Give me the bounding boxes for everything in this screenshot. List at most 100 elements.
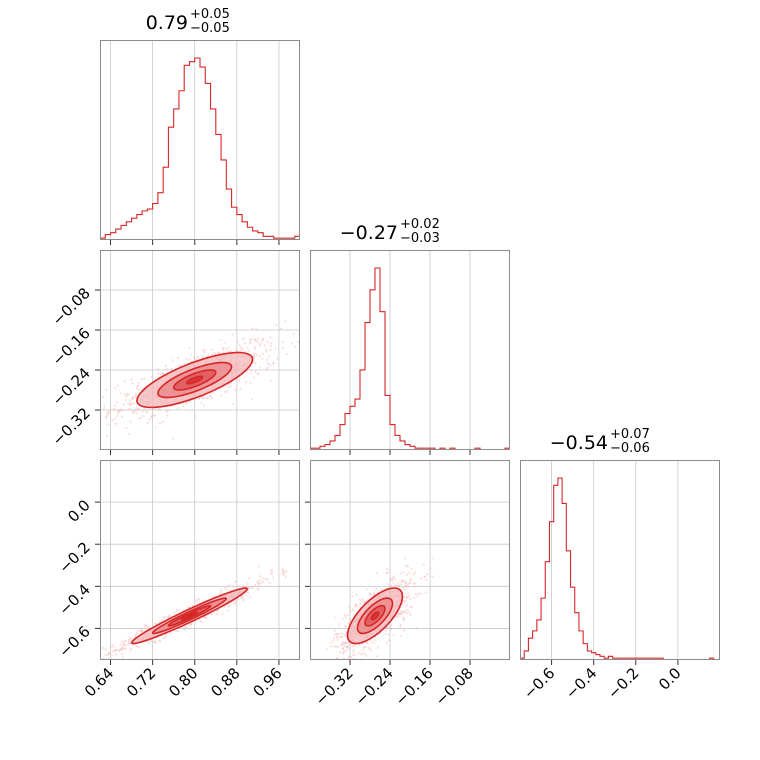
sample-point-2-1-244 xyxy=(344,625,348,628)
sample-point-2-1-525 xyxy=(351,591,354,594)
sample-point-1-0-97 xyxy=(24,433,26,435)
sample-point-2-0-310 xyxy=(215,609,218,612)
sample-point-2-0-567 xyxy=(53,688,55,690)
sample-point-2-0-23 xyxy=(217,608,220,612)
sample-point-1-0-354 xyxy=(249,372,252,375)
sample-point-2-0-80 xyxy=(257,581,260,585)
sample-point-1-0-651 xyxy=(247,350,250,353)
sample-point-2-0-411 xyxy=(124,647,127,651)
sample-point-1-0-328 xyxy=(217,351,220,355)
sample-point-2-1-365 xyxy=(408,611,411,614)
sample-point-2-1-390 xyxy=(396,581,400,584)
sample-point-2-1-655 xyxy=(389,626,392,629)
sample-point-1-0-363 xyxy=(125,426,128,430)
sample-point-2-1-149 xyxy=(399,583,402,586)
sample-point-2-1-120 xyxy=(334,664,336,666)
sample-point-2-1-410 xyxy=(418,592,421,595)
sample-point-2-1-215 xyxy=(391,577,394,581)
sample-point-1-0-343 xyxy=(138,417,141,420)
sample-point-1-0-643 xyxy=(94,406,96,408)
sample-point-1-0-297 xyxy=(192,356,196,359)
sample-point-2-1-254 xyxy=(372,641,375,644)
sample-point-1-0-631 xyxy=(145,409,148,413)
sample-point-1-0-375 xyxy=(114,417,117,420)
sample-point-2-0-455 xyxy=(256,588,260,591)
sample-point-2-1-423 xyxy=(405,581,408,584)
sample-point-2-1-9 xyxy=(348,609,351,612)
sample-point-2-1-588 xyxy=(375,655,378,658)
sample-point-1-0-94 xyxy=(269,349,272,352)
xtick-label-2-3: 0.0 xyxy=(655,664,685,694)
sample-point-1-0-254 xyxy=(294,345,297,348)
sample-point-1-0-193 xyxy=(158,407,161,411)
sample-point-2-0-192 xyxy=(244,594,247,597)
sample-point-2-0-280 xyxy=(72,670,74,672)
sample-point-1-0-151 xyxy=(127,408,130,411)
sample-point-2-0-197 xyxy=(241,595,244,598)
sample-point-2-0-309 xyxy=(93,662,95,664)
sample-point-2-0-543 xyxy=(323,550,325,552)
sample-point-2-0-430 xyxy=(149,639,152,642)
sample-point-2-1-249 xyxy=(425,578,428,581)
sample-point-2-0-185 xyxy=(262,581,265,584)
sample-point-2-0-316 xyxy=(246,591,250,594)
sample-point-1-0-260 xyxy=(238,376,241,379)
xtick-label-0-1: 0.72 xyxy=(123,664,159,700)
sample-point-2-1-519 xyxy=(426,572,429,576)
sample-point-1-0-187 xyxy=(129,420,132,423)
sample-point-2-1-25 xyxy=(389,577,392,580)
sample-point-2-0-452 xyxy=(118,648,121,651)
sample-point-1-0-357 xyxy=(131,382,134,385)
sample-point-2-0-420 xyxy=(115,653,118,656)
sample-point-1-0-529 xyxy=(265,368,268,371)
sample-point-2-1-193 xyxy=(353,653,356,656)
sample-point-1-0-17 xyxy=(206,396,209,400)
sample-point-1-0-116 xyxy=(148,418,151,421)
sample-point-2-1-144 xyxy=(343,641,347,644)
sample-point-2-1-69 xyxy=(415,626,418,630)
sample-point-2-1-591 xyxy=(391,576,395,579)
sample-point-2-1-118 xyxy=(353,644,356,647)
sample-point-2-1-67 xyxy=(423,575,427,578)
sample-point-1-0-42 xyxy=(137,384,140,387)
sample-point-2-1-643 xyxy=(397,615,400,618)
title-plus-0: +0.05 xyxy=(190,7,230,22)
sample-point-2-1-3 xyxy=(365,654,368,657)
xtick-label-0-4: 0.96 xyxy=(249,664,285,700)
sample-point-1-0-176 xyxy=(213,351,216,355)
sample-point-2-1-300 xyxy=(341,646,345,650)
sample-point-1-0-80 xyxy=(221,348,225,351)
sample-point-2-0-475 xyxy=(246,582,249,585)
sample-point-2-0-69 xyxy=(250,586,254,590)
sample-point-1-0-601 xyxy=(97,426,99,428)
sample-point-1-0-580 xyxy=(202,349,205,352)
sample-point-1-0-447 xyxy=(165,367,168,370)
sample-point-2-1-605 xyxy=(335,636,339,639)
sample-point-2-1-595 xyxy=(413,582,416,585)
sample-point-2-1-324 xyxy=(330,645,333,648)
sample-point-2-1-362 xyxy=(332,639,335,642)
sample-point-1-0-258 xyxy=(251,327,254,330)
sample-point-2-0-376 xyxy=(183,625,186,628)
sample-point-2-1-31 xyxy=(345,634,348,637)
sample-point-2-1-639 xyxy=(341,632,344,635)
sample-point-1-0-353 xyxy=(266,362,270,365)
sample-point-2-1-127 xyxy=(412,582,416,585)
title-median-1: −0.27 xyxy=(340,222,398,244)
sample-point-2-1-383 xyxy=(333,629,336,632)
sample-point-1-0-582 xyxy=(165,410,168,413)
sample-point-2-1-291 xyxy=(409,581,412,585)
sample-point-2-0-428 xyxy=(164,635,167,638)
sample-point-2-1-532 xyxy=(361,652,364,656)
sample-point-2-1-330 xyxy=(335,645,338,648)
sample-point-1-0-87 xyxy=(85,402,87,404)
xtick-label-1-0: −0.32 xyxy=(312,664,357,709)
sample-point-1-0-298 xyxy=(281,347,284,350)
sample-point-1-0-439 xyxy=(255,328,258,331)
sample-point-2-1-46 xyxy=(333,645,336,648)
sample-point-2-0-680 xyxy=(95,655,97,657)
sample-point-2-0-699 xyxy=(211,595,214,598)
sample-point-2-1-252 xyxy=(355,593,358,596)
sample-point-1-0-373 xyxy=(243,342,247,345)
sample-point-1-0-423 xyxy=(246,346,249,349)
